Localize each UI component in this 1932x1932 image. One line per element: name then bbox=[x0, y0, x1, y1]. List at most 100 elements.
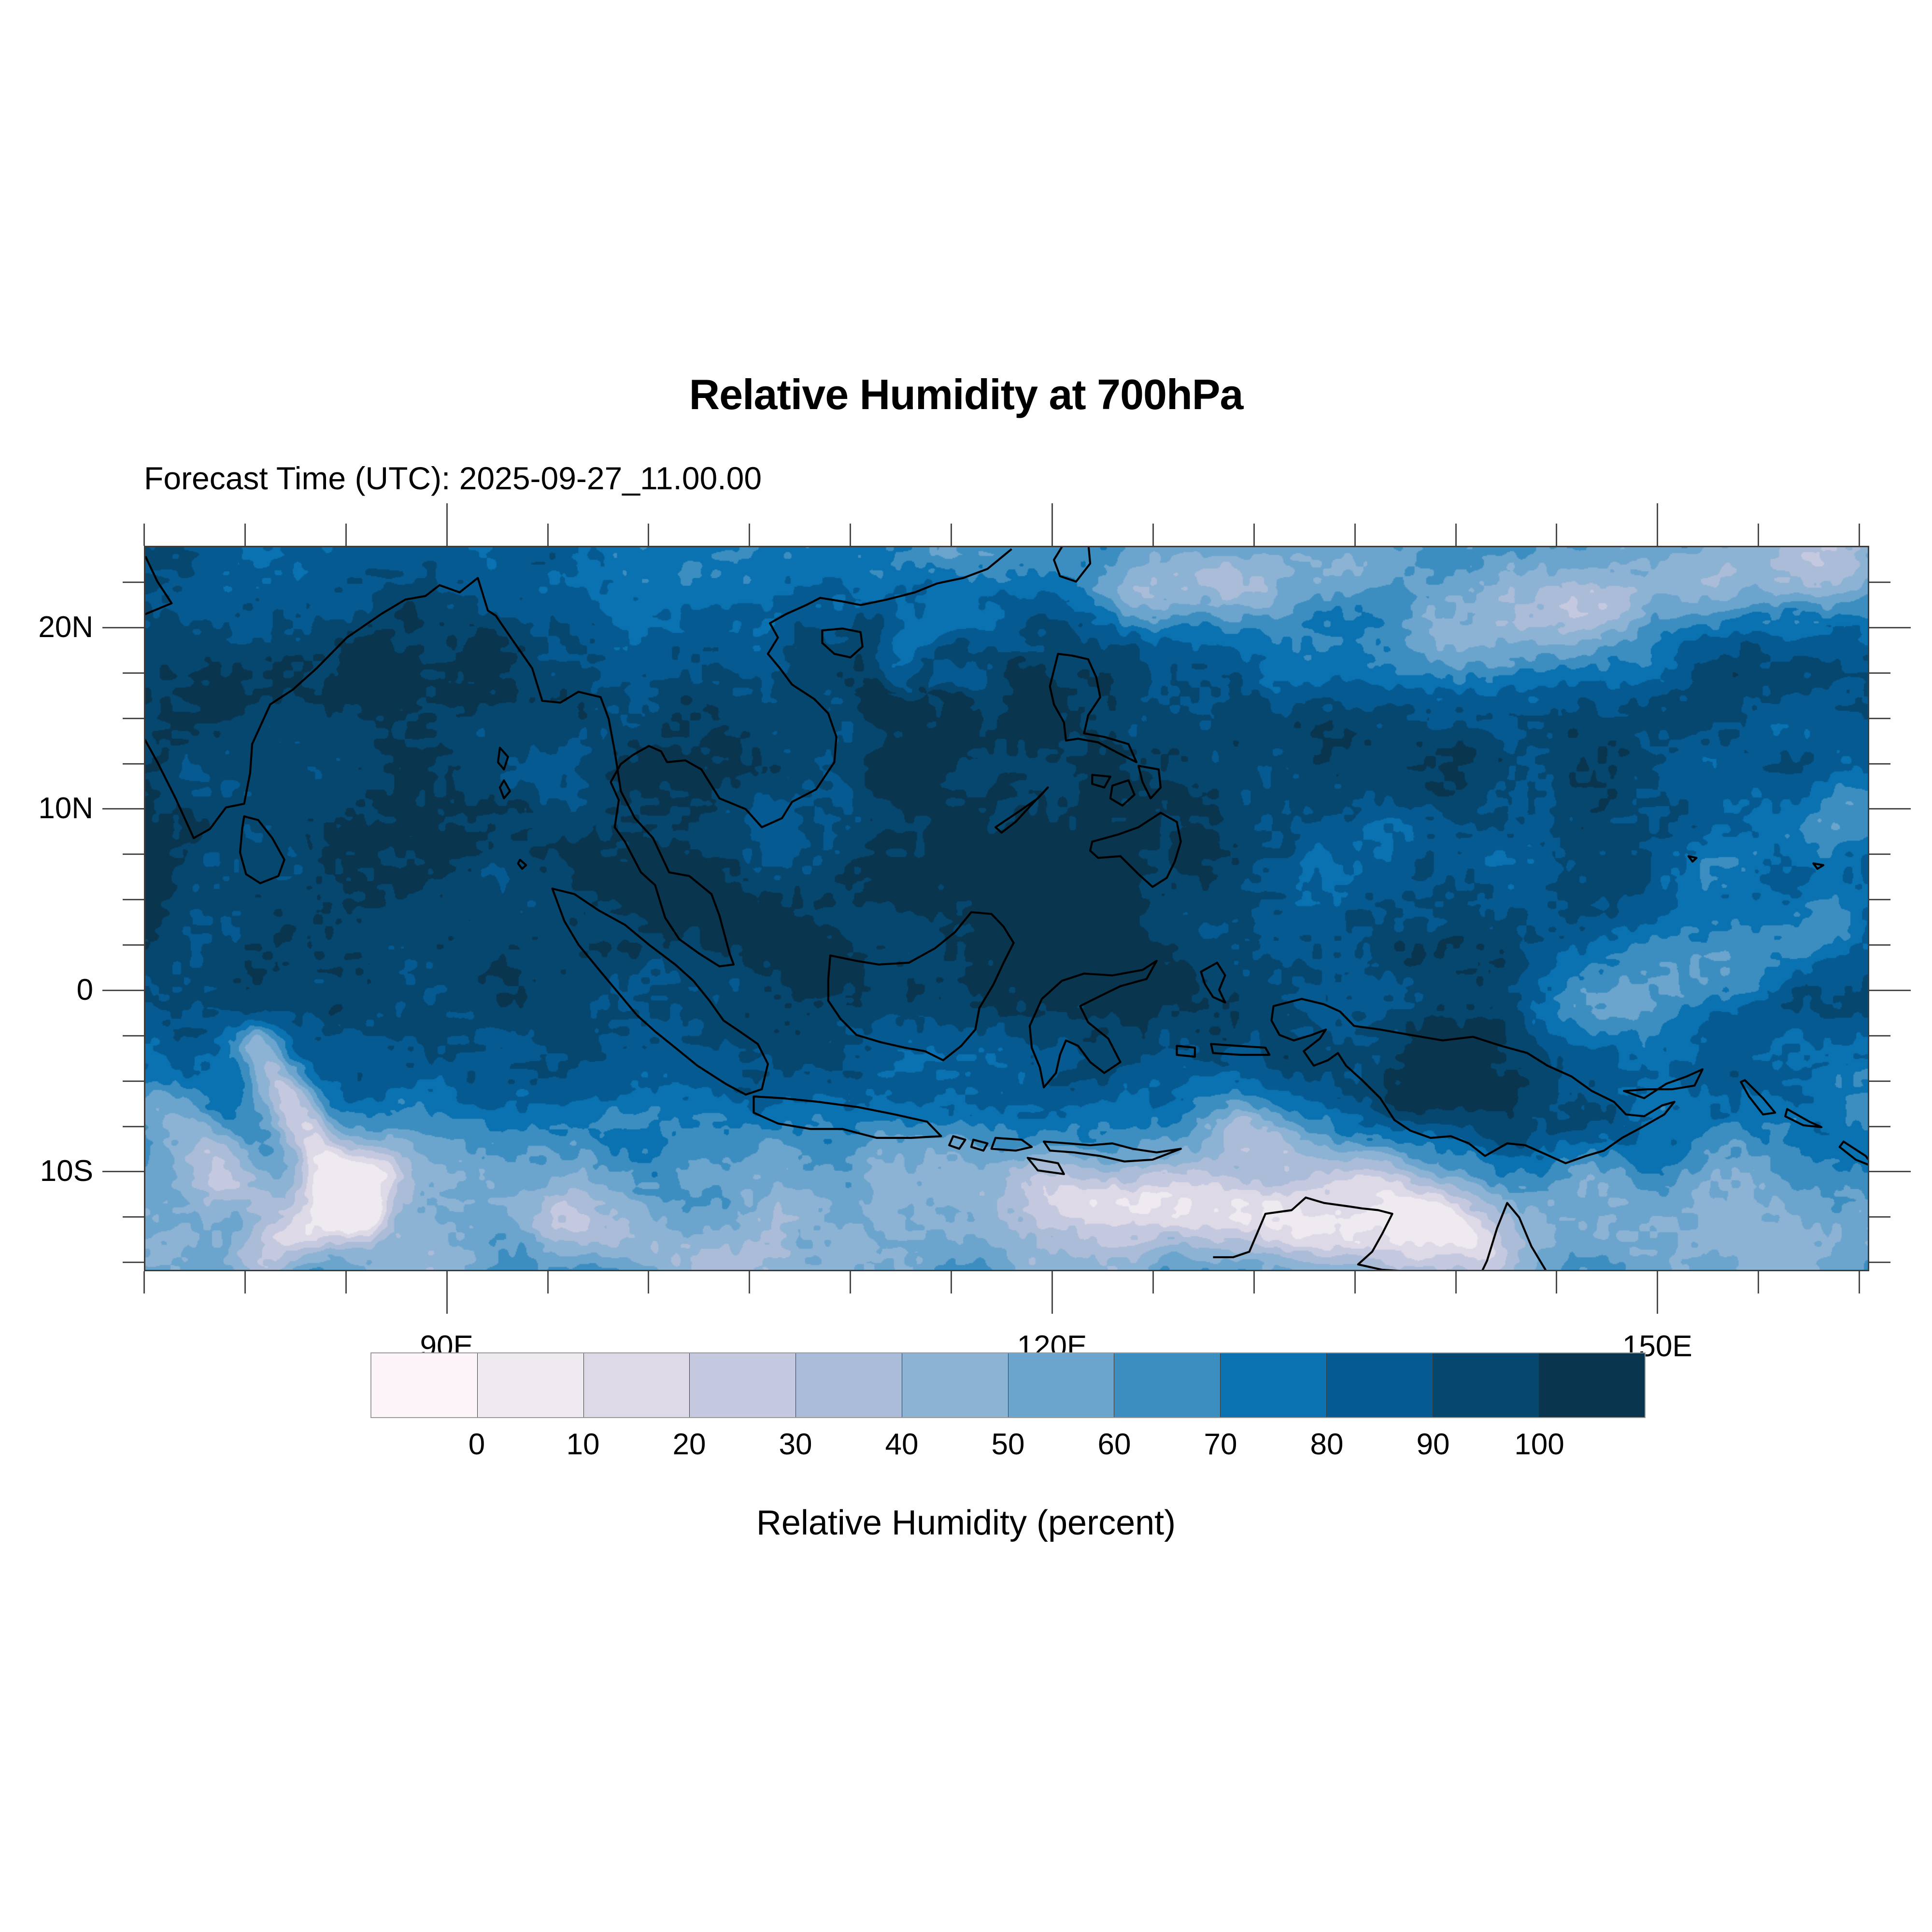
x-minor-tick bbox=[1253, 1271, 1255, 1293]
x-minor-tick-top bbox=[143, 524, 145, 546]
y-minor-tick-right bbox=[1869, 1125, 1890, 1127]
coastline-path bbox=[1687, 855, 1698, 863]
y-major-tick-right bbox=[1869, 808, 1911, 810]
y-major-tick bbox=[102, 1171, 144, 1173]
x-minor-tick bbox=[951, 1271, 952, 1293]
coastline-path bbox=[994, 786, 1049, 834]
x-minor-tick-top bbox=[1354, 524, 1356, 546]
x-minor-tick bbox=[1758, 1271, 1760, 1293]
y-major-tick bbox=[102, 808, 144, 810]
coastline-path bbox=[1200, 962, 1226, 1004]
x-minor-tick bbox=[1859, 1271, 1861, 1293]
y-axis-label-20N: 20N bbox=[38, 610, 93, 644]
y-minor-tick-right bbox=[1869, 1262, 1890, 1264]
y-minor-tick bbox=[123, 763, 144, 765]
coastline-path bbox=[1210, 1043, 1271, 1056]
y-minor-tick-right bbox=[1869, 1035, 1890, 1037]
coastline-path bbox=[753, 1095, 942, 1139]
x-major-tick bbox=[1657, 1271, 1659, 1314]
y-minor-tick bbox=[123, 582, 144, 583]
y-minor-tick bbox=[123, 1216, 144, 1218]
y-minor-tick-right bbox=[1869, 944, 1890, 946]
coastline-path bbox=[1109, 779, 1136, 807]
y-major-tick bbox=[102, 626, 144, 628]
colorbar-swatch-0 bbox=[371, 1353, 478, 1417]
map-plot-area[interactable] bbox=[144, 546, 1869, 1271]
colorbar-swatch-2 bbox=[583, 1353, 690, 1417]
x-minor-tick-top bbox=[345, 524, 347, 546]
y-minor-tick bbox=[123, 899, 144, 901]
coastline-overlay bbox=[145, 547, 1868, 1270]
colorbar-tick-40: 40 bbox=[885, 1428, 919, 1461]
x-minor-tick-top bbox=[1152, 524, 1154, 546]
x-minor-tick bbox=[749, 1271, 751, 1293]
x-minor-tick-top bbox=[749, 524, 751, 546]
x-minor-tick-top bbox=[1859, 524, 1861, 546]
x-minor-tick-top bbox=[951, 524, 952, 546]
page-title: Relative Humidity at 700hPa bbox=[689, 370, 1244, 418]
x-major-tick bbox=[446, 1271, 448, 1314]
coastline-path bbox=[1052, 547, 1092, 583]
x-minor-tick-top bbox=[1455, 524, 1457, 546]
colorbar-tick-70: 70 bbox=[1204, 1428, 1237, 1461]
colorbar-tick-30: 30 bbox=[779, 1428, 812, 1461]
coastline-path bbox=[1740, 1079, 1776, 1116]
y-minor-tick-right bbox=[1869, 899, 1890, 901]
coastline-path bbox=[145, 548, 1012, 967]
y-minor-tick bbox=[123, 717, 144, 719]
coastline-path bbox=[1137, 765, 1162, 800]
y-minor-tick-right bbox=[1869, 717, 1890, 719]
colorbar-axis-label: Relative Humidity (percent) bbox=[756, 1504, 1176, 1542]
y-major-tick bbox=[102, 989, 144, 991]
colorbar-tick-60: 60 bbox=[1097, 1428, 1131, 1461]
y-minor-tick-right bbox=[1869, 853, 1890, 855]
x-minor-tick-top bbox=[1758, 524, 1760, 546]
x-minor-tick-top bbox=[244, 524, 246, 546]
x-major-tick-top bbox=[446, 503, 448, 546]
y-minor-tick bbox=[123, 1035, 144, 1037]
coastline-path bbox=[517, 858, 527, 870]
x-minor-tick-top bbox=[850, 524, 852, 546]
coastline-path bbox=[551, 887, 769, 1096]
y-minor-tick bbox=[123, 1262, 144, 1264]
y-minor-tick bbox=[123, 672, 144, 674]
y-minor-tick-right bbox=[1869, 582, 1890, 583]
colorbar[interactable] bbox=[370, 1352, 1646, 1418]
coastline-path bbox=[498, 779, 511, 800]
x-minor-tick bbox=[244, 1271, 246, 1293]
y-minor-tick bbox=[123, 1125, 144, 1127]
x-minor-tick bbox=[345, 1271, 347, 1293]
x-minor-tick-top bbox=[648, 524, 650, 546]
forecast-time-subtitle: Forecast Time (UTC): 2025-09-27_11.00.00 bbox=[144, 460, 762, 496]
coastline-path bbox=[1026, 1157, 1065, 1175]
coastline-path bbox=[1784, 1108, 1823, 1128]
y-minor-tick bbox=[123, 1080, 144, 1082]
colorbar-swatch-7 bbox=[1114, 1353, 1221, 1417]
colorbar-swatch-6 bbox=[1008, 1353, 1115, 1417]
coastline-path bbox=[970, 1138, 989, 1152]
x-major-tick-top bbox=[1051, 503, 1053, 546]
coastline-path bbox=[1028, 960, 1158, 1089]
coastline-path bbox=[1213, 1196, 1547, 1270]
coastline-path bbox=[1091, 774, 1111, 789]
x-major-tick-top bbox=[1657, 503, 1659, 546]
coastline-path bbox=[1089, 811, 1182, 888]
y-minor-tick bbox=[123, 853, 144, 855]
x-minor-tick-top bbox=[1556, 524, 1558, 546]
y-axis-label-0: 0 bbox=[76, 973, 93, 1007]
colorbar-tick-10: 10 bbox=[566, 1428, 600, 1461]
y-minor-tick-right bbox=[1869, 1080, 1890, 1082]
coastline-path bbox=[821, 627, 864, 659]
colorbar-tick-0: 0 bbox=[468, 1428, 485, 1461]
x-minor-tick bbox=[850, 1271, 852, 1293]
x-minor-tick bbox=[1354, 1271, 1356, 1293]
x-minor-tick-top bbox=[547, 524, 549, 546]
x-minor-tick-top bbox=[1253, 524, 1255, 546]
colorbar-tick-20: 20 bbox=[672, 1428, 706, 1461]
x-minor-tick bbox=[1556, 1271, 1558, 1293]
coastline-path bbox=[497, 747, 509, 771]
coastline-path bbox=[990, 1136, 1033, 1152]
y-minor-tick bbox=[123, 944, 144, 946]
coastline-path bbox=[1176, 1045, 1196, 1058]
